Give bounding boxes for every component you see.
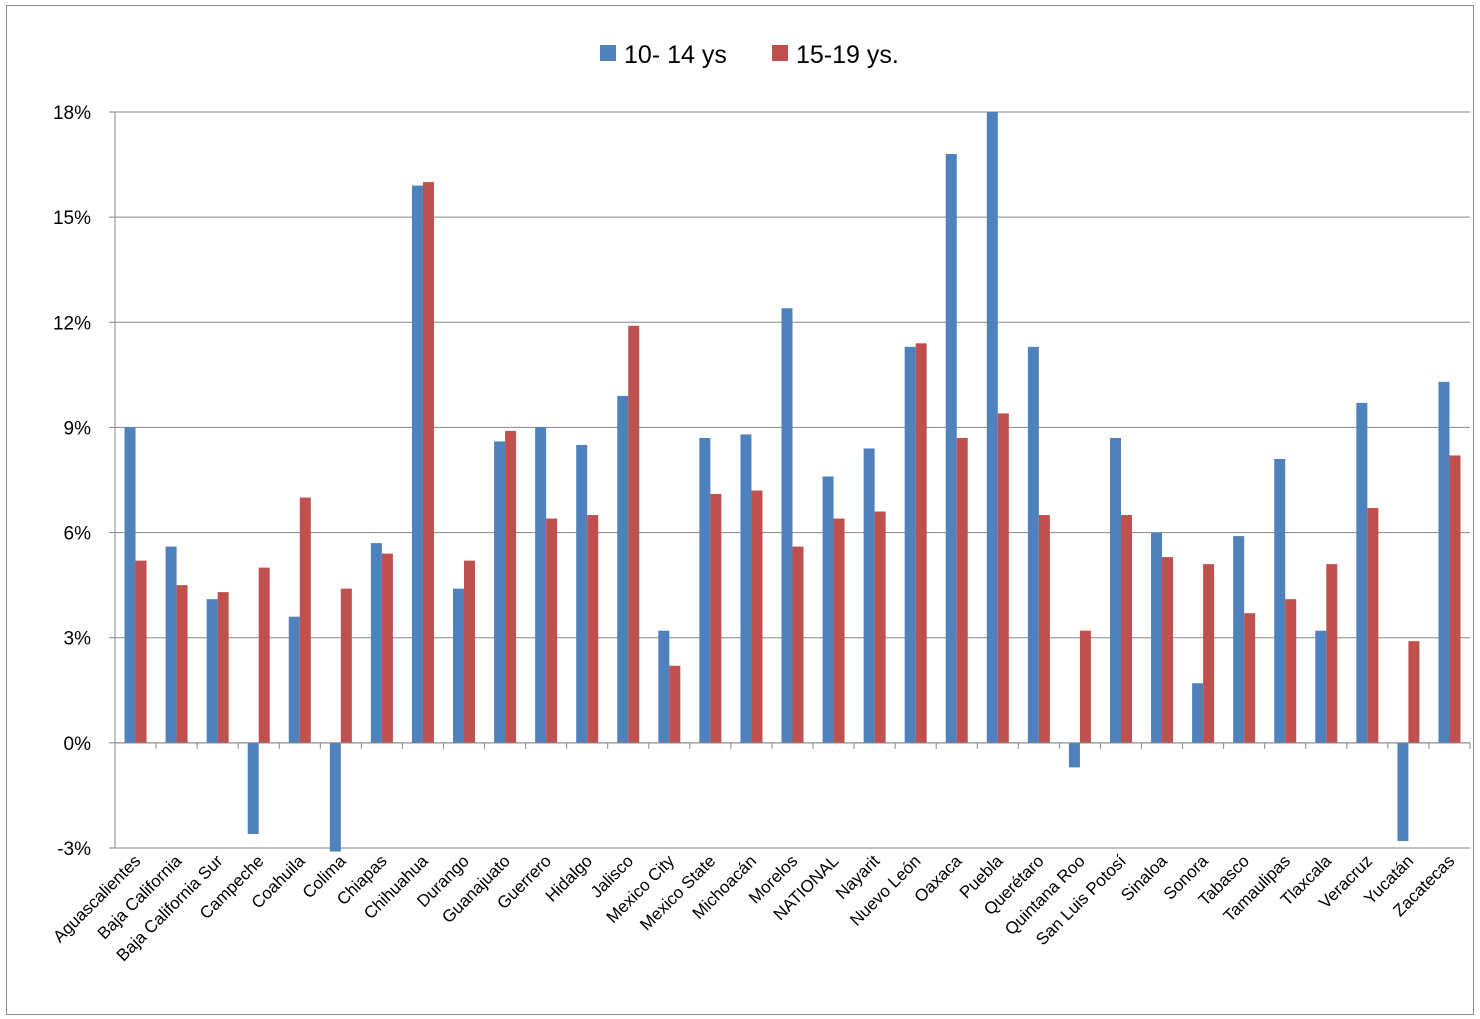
bar-series-2: [1367, 508, 1379, 743]
bar-series-1: [1192, 683, 1204, 743]
bar-series-2: [1079, 630, 1091, 743]
y-tick-label: 0%: [64, 734, 92, 755]
bar-series-2: [340, 588, 352, 743]
x-tick-label: Hidalgo: [542, 851, 596, 905]
bar-series-2: [669, 665, 681, 743]
bar-series-1: [288, 616, 300, 743]
bar-series-2: [464, 560, 476, 743]
bar-series-2: [422, 182, 434, 743]
bar-series-2: [874, 511, 886, 743]
x-tick-label: Oaxaca: [911, 851, 966, 906]
chart-frame: [6, 5, 1474, 1015]
bar-series-1: [863, 448, 875, 743]
y-tick-label: 9%: [64, 418, 92, 439]
bar-series-1: [165, 546, 177, 743]
y-tick-label: 6%: [64, 524, 92, 545]
bar-series-2: [751, 490, 763, 743]
bar-series-2: [628, 325, 640, 743]
legend-swatch-series-2: [772, 45, 788, 61]
bar-series-1: [1151, 532, 1163, 743]
bar-series-1: [945, 154, 957, 743]
bar-series-2: [1326, 564, 1338, 743]
bar-series-1: [740, 434, 752, 743]
bar-series-1: [494, 441, 506, 743]
bar-series-1: [1274, 458, 1286, 743]
bar-series-1: [124, 427, 136, 743]
y-tick-label: 18%: [53, 103, 91, 124]
y-tick-label: 3%: [64, 629, 92, 650]
bar-series-1: [617, 395, 629, 743]
bar-series-1: [1438, 381, 1450, 743]
bar-series-1: [411, 185, 423, 743]
bar-series-2: [587, 515, 599, 743]
legend: 10- 14 ys 15-19 ys.: [600, 41, 899, 69]
bar-series-1: [206, 599, 218, 743]
legend-label-series-2: 15-19 ys.: [796, 41, 899, 69]
bar-series-1: [699, 437, 711, 743]
y-tick-label: 12%: [53, 313, 91, 334]
bar-series-2: [1408, 641, 1420, 743]
y-tick-label: -3%: [57, 839, 91, 860]
bar-series-1: [370, 543, 382, 743]
bars: [124, 112, 1461, 852]
bar-series-2: [546, 518, 558, 743]
bar-series-2: [1038, 515, 1050, 743]
bar-series-2: [1162, 557, 1174, 743]
bar-series-2: [915, 343, 927, 743]
axes: [114, 112, 1471, 848]
bar-series-2: [135, 560, 147, 743]
bar-series-1: [904, 346, 916, 743]
bar-series-2: [792, 546, 804, 743]
bar-series-2: [833, 518, 845, 743]
bar-series-1: [1109, 437, 1121, 743]
bar-series-2: [299, 497, 311, 743]
bar-series-1: [1315, 630, 1327, 743]
bar-series-1: [247, 742, 259, 834]
bar-series-1: [1356, 402, 1368, 743]
bar-series-1: [1397, 742, 1409, 841]
bar-series-1: [576, 444, 588, 743]
bar-series-2: [710, 494, 722, 743]
bar-series-2: [1203, 564, 1215, 743]
bar-series-2: [1285, 599, 1297, 743]
bar-series-2: [217, 592, 229, 743]
bar-series-2: [1449, 455, 1461, 743]
bar-series-1: [781, 308, 793, 743]
bar-series-2: [381, 553, 393, 743]
bar-series-1: [1068, 742, 1080, 768]
legend-swatch-series-1: [600, 45, 616, 61]
legend-label-series-1: 10- 14 ys: [624, 41, 727, 69]
bar-series-1: [822, 476, 834, 743]
bar-series-2: [997, 413, 1009, 743]
bar-series-1: [658, 630, 670, 743]
bar-series-2: [505, 430, 517, 743]
bar-series-2: [258, 567, 270, 743]
y-tick-labels: -3% 0% 3% 6% 9% 12% 15% 18%: [53, 103, 91, 860]
bar-series-1: [1233, 536, 1245, 743]
bar-series-1: [986, 112, 998, 743]
bar-series-1: [1027, 346, 1039, 743]
bar-series-1: [329, 742, 341, 852]
bar-series-2: [1120, 515, 1132, 743]
bar-series-2: [1244, 613, 1256, 743]
y-tick-label: 15%: [53, 208, 91, 229]
bar-series-2: [176, 585, 188, 743]
bar-series-1: [535, 427, 547, 743]
x-tick-label: Sinaloa: [1117, 851, 1171, 905]
bar-series-1: [453, 588, 465, 743]
bar-series-2: [956, 437, 968, 743]
